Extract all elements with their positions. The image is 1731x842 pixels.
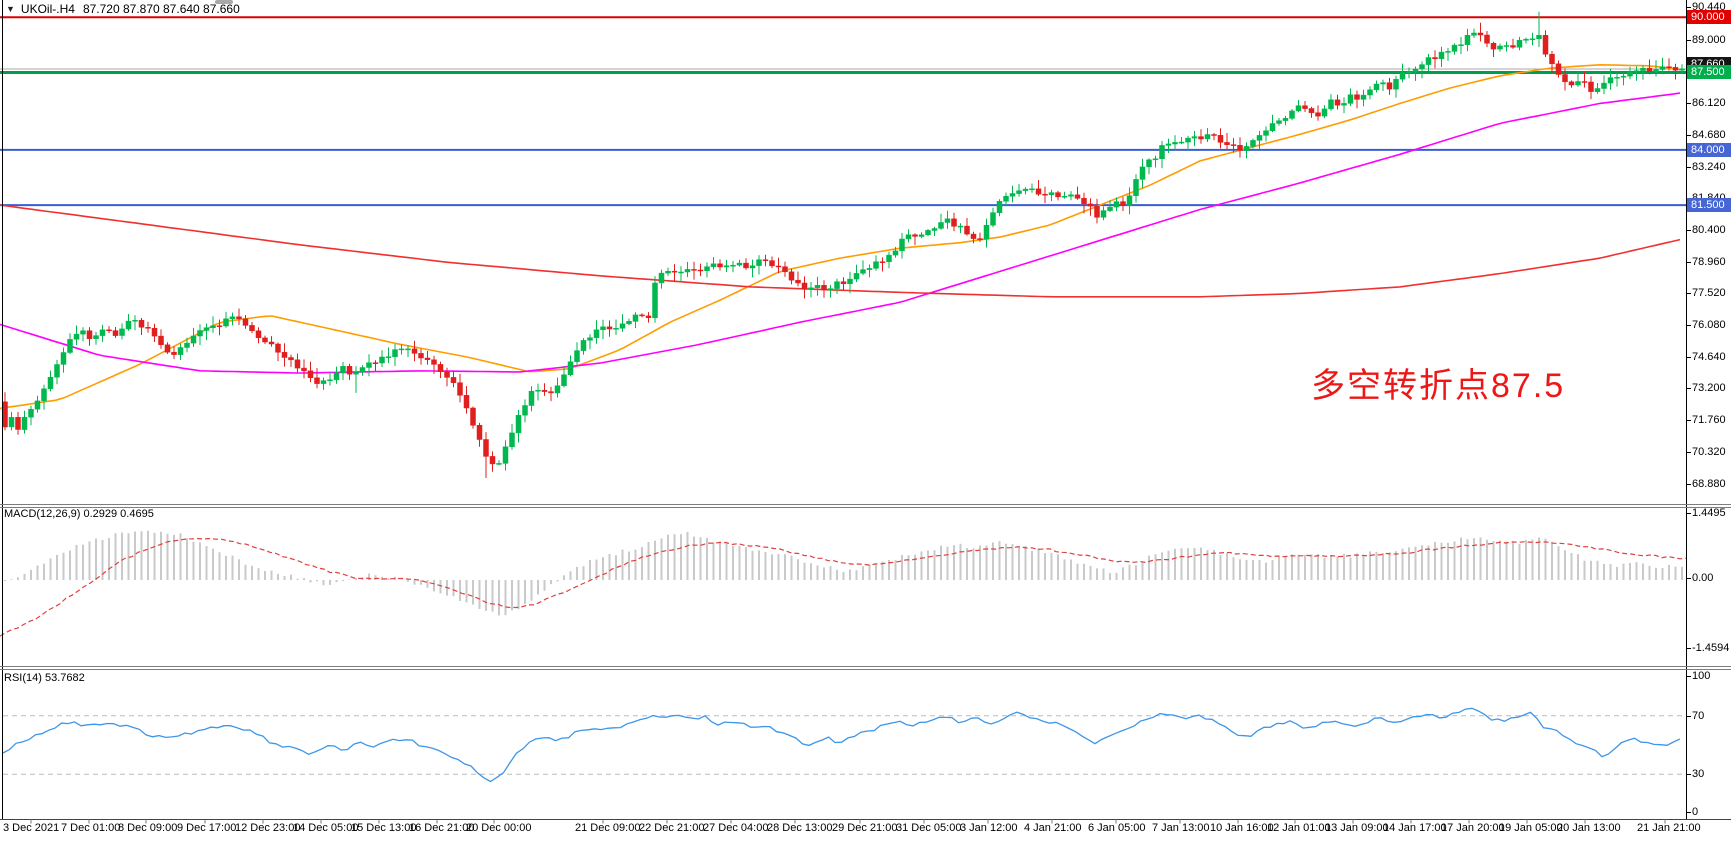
ma-fast-orange [0, 63, 1681, 410]
macd-histogram [4, 530, 1683, 616]
macd-signal-line [0, 537, 1687, 637]
panel-borders [0, 0, 1731, 824]
ma-mid-magenta [0, 92, 1681, 374]
symbol-dropdown-icon[interactable]: ▼ [6, 4, 15, 14]
ohlc-values: 87.720 87.870 87.640 87.660 [82, 2, 240, 16]
pivot-annotation-text: 多空转折点87.5 [1311, 367, 1566, 405]
candles-layer [2, 11, 1685, 478]
macd-indicator-label: MACD(12,26,9) 0.2929 0.4695 [4, 508, 154, 520]
ma-slow-red [0, 204, 1681, 298]
chart-title-row: ▼ UKOil-.H4 87.720 87.870 87.640 87.660 [6, 2, 240, 16]
scroll-position-marker[interactable] [215, 0, 233, 4]
price-level-lines [0, 16, 1686, 207]
rsi-indicator-label: RSI(14) 53.7682 [4, 672, 85, 684]
rsi-line [2, 707, 1681, 783]
symbol-timeframe-label: UKOil-.H4 [20, 2, 75, 16]
